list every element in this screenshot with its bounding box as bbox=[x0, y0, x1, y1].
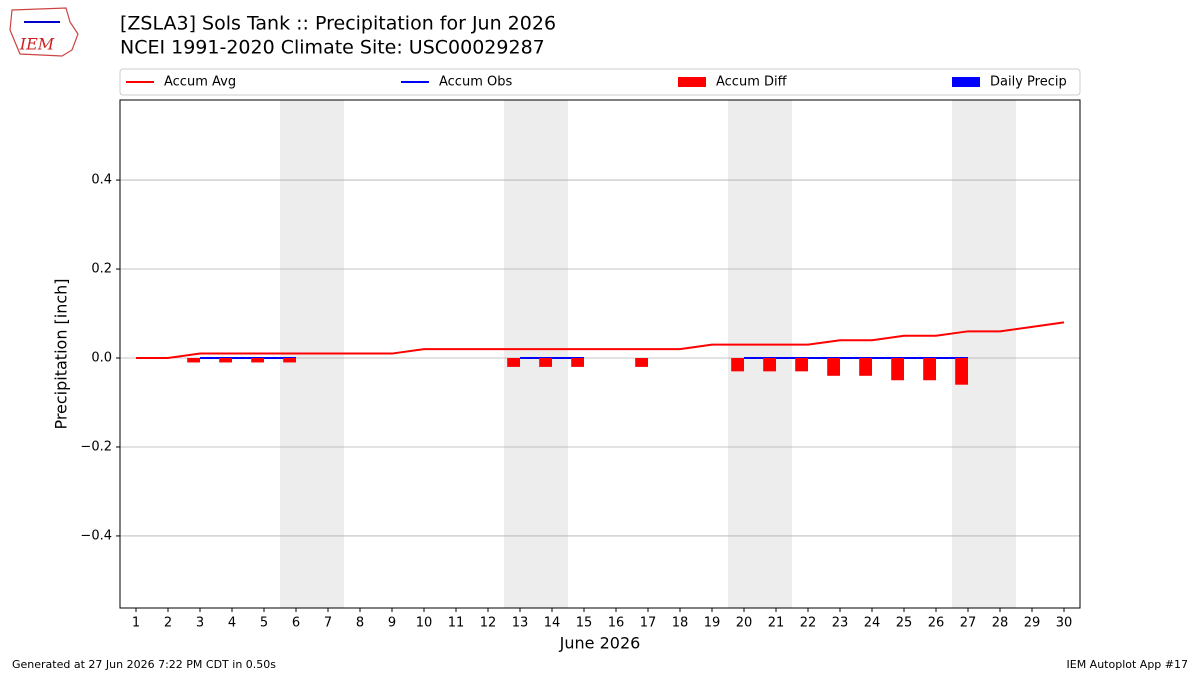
bar bbox=[283, 358, 296, 363]
weekend-shade bbox=[952, 100, 984, 608]
bar bbox=[731, 358, 744, 372]
bar bbox=[571, 358, 584, 367]
y-tick-label: 0.0 bbox=[91, 351, 112, 366]
logo-text: IEM bbox=[19, 35, 55, 54]
bar bbox=[219, 358, 232, 363]
x-axis-label: June 2026 bbox=[559, 634, 641, 653]
x-tick-label: 30 bbox=[1056, 616, 1073, 631]
x-tick-label: 4 bbox=[228, 616, 236, 631]
legend-label: Accum Obs bbox=[439, 75, 512, 90]
x-tick-label: 10 bbox=[416, 616, 433, 631]
x-tick-label: 28 bbox=[992, 616, 1009, 631]
bar bbox=[251, 358, 264, 363]
x-tick-label: 7 bbox=[324, 616, 332, 631]
bar bbox=[891, 358, 904, 381]
x-tick-label: 11 bbox=[448, 616, 465, 631]
bar bbox=[795, 358, 808, 372]
weekend-shade bbox=[760, 100, 792, 608]
x-tick-label: 15 bbox=[576, 616, 593, 631]
x-tick-label: 9 bbox=[388, 616, 396, 631]
x-tick-label: 12 bbox=[480, 616, 497, 631]
x-tick-label: 22 bbox=[800, 616, 817, 631]
bar bbox=[859, 358, 872, 376]
legend-label: Daily Precip bbox=[990, 75, 1067, 90]
legend-label: Accum Avg bbox=[164, 75, 236, 90]
legend-swatch bbox=[678, 77, 706, 87]
x-tick-label: 25 bbox=[896, 616, 913, 631]
x-tick-label: 26 bbox=[928, 616, 945, 631]
bar bbox=[635, 358, 648, 367]
bar bbox=[539, 358, 552, 367]
series-line bbox=[136, 321, 1065, 360]
x-tick-label: 3 bbox=[196, 616, 204, 631]
x-tick-label: 27 bbox=[960, 616, 977, 631]
legend-box bbox=[119, 68, 1081, 96]
bar bbox=[763, 358, 776, 372]
footer-right: IEM Autoplot App #17 bbox=[1067, 658, 1189, 671]
x-tick-label: 5 bbox=[260, 616, 268, 631]
bar bbox=[187, 358, 200, 363]
weekend-shade bbox=[536, 100, 568, 608]
bar bbox=[923, 358, 936, 381]
x-tick-label: 14 bbox=[544, 616, 561, 631]
x-tick-label: 29 bbox=[1024, 616, 1041, 631]
x-tick-label: 8 bbox=[356, 616, 364, 631]
x-tick-label: 21 bbox=[768, 616, 785, 631]
x-tick-label: 1 bbox=[132, 616, 140, 631]
chart-subtitle: NCEI 1991-2020 Climate Site: USC00029287 bbox=[120, 37, 545, 59]
x-tick-label: 17 bbox=[640, 616, 657, 631]
x-tick-label: 6 bbox=[292, 616, 300, 631]
x-tick-label: 23 bbox=[832, 616, 849, 631]
logo-outline bbox=[9, 7, 79, 57]
y-tick-label: −0.2 bbox=[80, 439, 112, 454]
logo: IEM bbox=[9, 7, 79, 57]
x-tick-label: 13 bbox=[512, 616, 529, 631]
y-axis-label: Precipitation [inch] bbox=[52, 278, 71, 429]
plot-frame bbox=[119, 99, 1081, 609]
bar bbox=[827, 358, 840, 376]
x-tick-label: 18 bbox=[672, 616, 689, 631]
y-tick-label: −0.4 bbox=[80, 528, 112, 543]
footer-left: Generated at 27 Jun 2026 7:22 PM CDT in … bbox=[12, 658, 276, 671]
x-tick-label: 24 bbox=[864, 616, 881, 631]
weekend-shade bbox=[984, 100, 1016, 608]
y-tick-label: 0.4 bbox=[91, 173, 112, 188]
weekend-shade bbox=[504, 100, 536, 608]
x-tick-label: 2 bbox=[164, 616, 172, 631]
bar bbox=[507, 358, 520, 367]
weekend-shade bbox=[728, 100, 760, 608]
x-tick-label: 19 bbox=[704, 616, 721, 631]
bar bbox=[955, 358, 968, 385]
x-tick-label: 20 bbox=[736, 616, 753, 631]
legend-swatch bbox=[952, 77, 980, 87]
x-tick-label: 16 bbox=[608, 616, 625, 631]
y-tick-label: 0.2 bbox=[91, 262, 112, 277]
chart-title: [ZSLA3] Sols Tank :: Precipitation for J… bbox=[120, 13, 556, 35]
legend-label: Accum Diff bbox=[716, 75, 788, 90]
